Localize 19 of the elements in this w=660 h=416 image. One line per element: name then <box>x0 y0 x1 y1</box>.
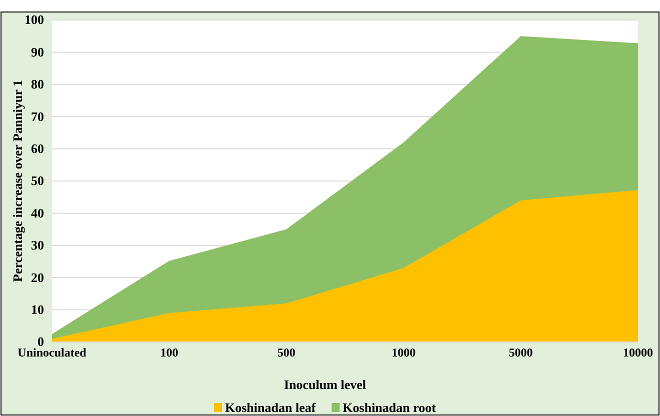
y-tick-label: 40 <box>31 205 44 220</box>
y-tick-label: 90 <box>31 44 44 60</box>
y-tick-label: 30 <box>31 238 44 253</box>
x-tick-label: 500 <box>277 346 296 360</box>
x-tick-label: 10000 <box>623 346 653 360</box>
y-tick-label: 100 <box>24 12 44 28</box>
x-axis-title: Inoculum level <box>284 377 366 392</box>
legend-label: Koshinadan root <box>342 400 437 415</box>
y-tick-label: 50 <box>31 173 44 188</box>
y-axis-title: Percentage increase over Panniyur 1 <box>10 80 25 282</box>
x-tick-label: 1000 <box>392 346 416 360</box>
x-tick-label: 100 <box>160 346 178 360</box>
x-tick-label: 5000 <box>508 346 533 360</box>
y-tick-label: 10 <box>31 302 44 317</box>
y-tick-label: 60 <box>31 140 44 156</box>
y-tick-label: 20 <box>31 270 44 285</box>
legend-label: Koshinadan leaf <box>225 400 316 415</box>
y-tick-label: 80 <box>31 76 44 92</box>
y-tick-label: 70 <box>31 108 44 124</box>
